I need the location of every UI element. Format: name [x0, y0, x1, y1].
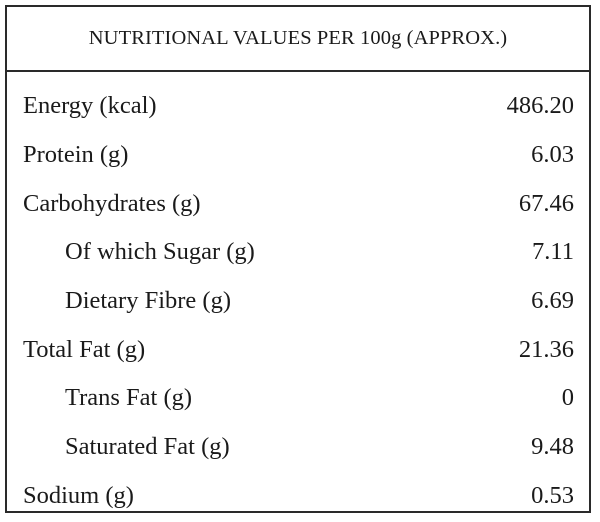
row-value: 486.20	[506, 92, 574, 120]
nutrition-row-dietary-fibre: Dietary Fibre (g) 6.69	[7, 277, 589, 326]
row-value: 0	[561, 384, 574, 412]
row-value: 0.53	[531, 481, 574, 509]
row-label: Energy (kcal)	[23, 92, 157, 120]
nutrition-table-title: NUTRITIONAL VALUES PER 100g (APPROX.)	[7, 7, 589, 72]
nutrition-table: NUTRITIONAL VALUES PER 100g (APPROX.) En…	[5, 5, 591, 513]
row-value: 7.11	[532, 238, 574, 266]
row-value: 21.36	[518, 335, 574, 363]
nutrition-row-carbohydrates: Carbohydrates (g) 67.46	[7, 179, 589, 228]
nutrition-row-saturated-fat: Saturated Fat (g) 9.48	[7, 423, 589, 472]
row-value: 9.48	[531, 433, 574, 461]
row-label: Total Fat (g)	[23, 335, 146, 363]
nutrition-rows: Energy (kcal) 486.20 Protein (g) 6.03 Ca…	[7, 72, 589, 520]
row-value: 67.46	[518, 189, 574, 217]
nutrition-row-sugar: Of which Sugar (g) 7.11	[7, 228, 589, 277]
row-label: Protein (g)	[23, 141, 129, 169]
nutrition-row-trans-fat: Trans Fat (g) 0	[7, 374, 589, 423]
row-value: 6.69	[531, 287, 574, 315]
row-label: Dietary Fibre (g)	[65, 287, 231, 315]
row-label: Trans Fat (g)	[65, 384, 193, 412]
nutrition-row-total-fat: Total Fat (g) 21.36	[7, 325, 589, 374]
row-label: Saturated Fat (g)	[65, 433, 230, 461]
row-label: Sodium (g)	[23, 481, 134, 509]
row-label: Of which Sugar (g)	[65, 238, 255, 266]
row-value: 6.03	[531, 141, 574, 169]
row-label: Carbohydrates (g)	[23, 189, 201, 217]
nutrition-row-sodium: Sodium (g) 0.53	[7, 472, 589, 521]
nutrition-row-energy: Energy (kcal) 486.20	[7, 82, 589, 131]
nutrition-row-protein: Protein (g) 6.03	[7, 131, 589, 180]
